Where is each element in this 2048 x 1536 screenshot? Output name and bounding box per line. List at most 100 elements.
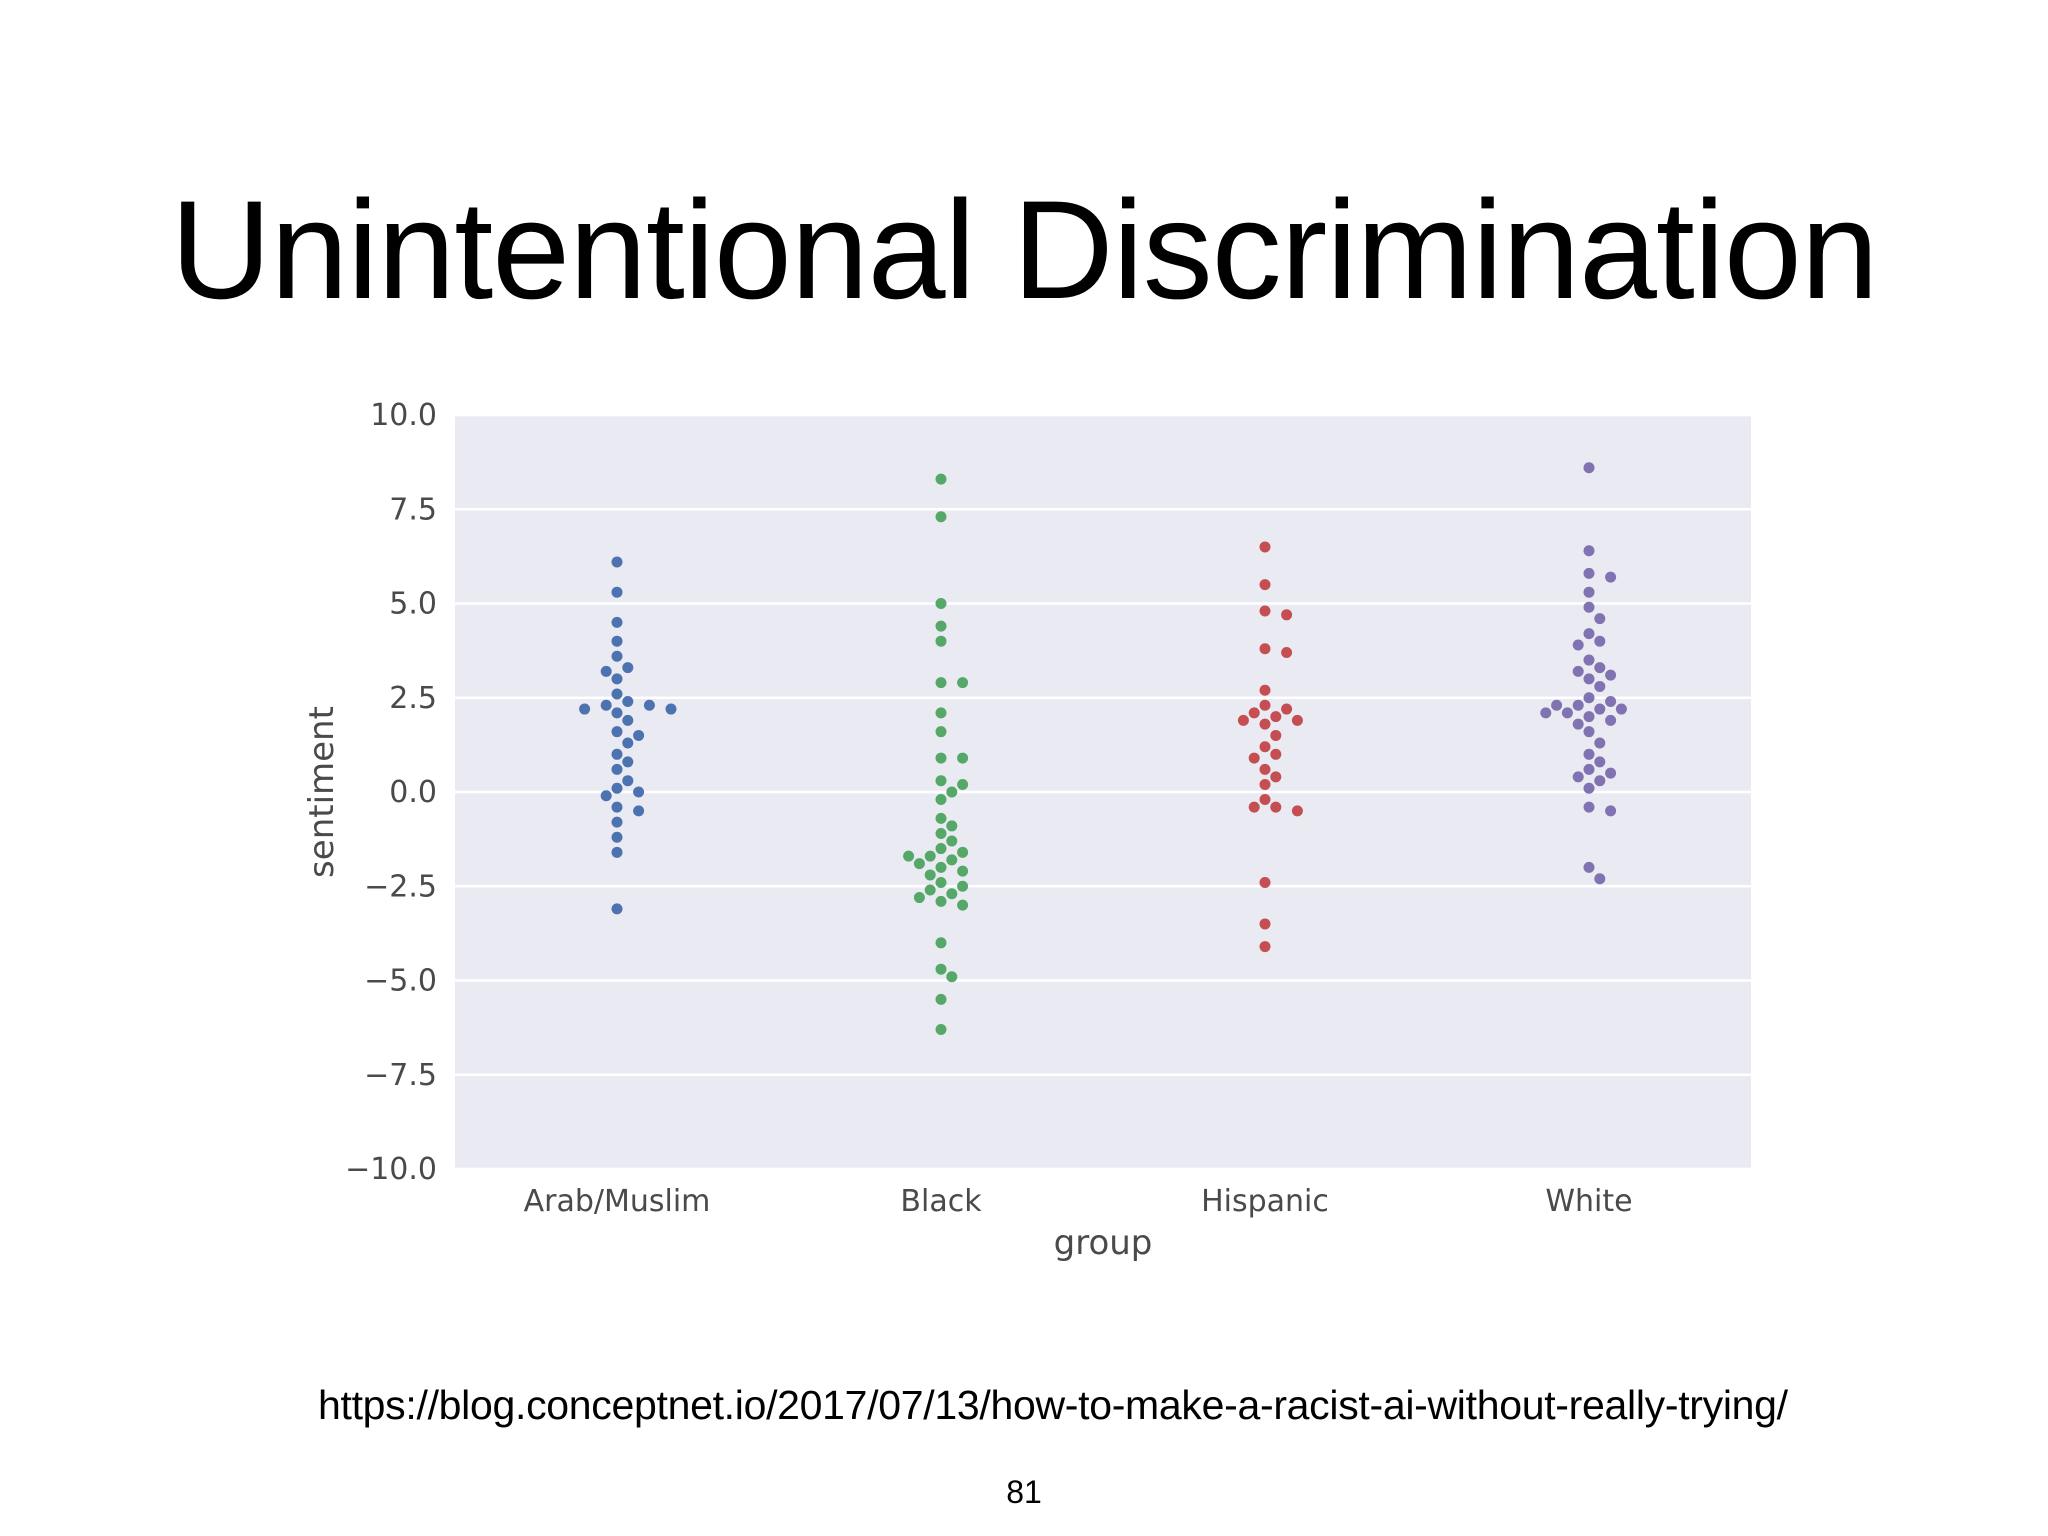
x-tick-label: Hispanic: [1201, 1184, 1329, 1219]
grid-lines: [455, 413, 1751, 1171]
data-point-white: [1572, 665, 1584, 677]
data-point-white: [1572, 718, 1584, 730]
data-point-arab-muslim: [622, 662, 634, 674]
data-point-white: [1605, 669, 1617, 681]
data-point-hispanic: [1248, 752, 1260, 764]
data-point-black: [935, 876, 947, 888]
data-point-black: [935, 598, 947, 609]
data-point-black: [957, 899, 969, 911]
data-point-arab-muslim: [611, 816, 623, 828]
data-point-white: [1583, 801, 1595, 813]
data-point-black: [924, 869, 936, 881]
data-point-white: [1583, 726, 1595, 738]
data-point-arab-muslim: [622, 696, 634, 708]
data-point-white: [1594, 635, 1606, 647]
x-axis-label: group: [1054, 1223, 1153, 1263]
data-point-hispanic: [1270, 729, 1282, 741]
data-point-arab-muslim: [611, 556, 623, 568]
y-tick-label: −10.0: [345, 1152, 437, 1187]
y-tick-label: 7.5: [389, 492, 437, 527]
y-tick-label: −7.5: [364, 1058, 437, 1093]
data-point-black: [913, 892, 925, 904]
data-point-hispanic: [1259, 699, 1271, 711]
data-point-white: [1605, 767, 1617, 779]
data-point-white: [1583, 748, 1595, 760]
data-point-black: [935, 843, 947, 855]
data-point-black: [946, 971, 958, 983]
data-point-arab-muslim: [633, 729, 645, 741]
data-point-white: [1594, 756, 1606, 768]
data-point-white: [1561, 707, 1573, 719]
data-point-arab-muslim: [600, 790, 612, 802]
data-point-white: [1583, 567, 1595, 579]
data-point-white: [1583, 462, 1595, 474]
source-link[interactable]: https://blog.conceptnet.io/2017/07/13/ho…: [318, 1382, 1788, 1428]
data-point-black: [935, 677, 947, 689]
data-point-white: [1583, 628, 1595, 640]
data-point-white: [1540, 707, 1552, 719]
data-point-white: [1583, 861, 1595, 873]
data-point-black: [935, 635, 947, 647]
y-tick-label: 2.5: [389, 681, 437, 716]
data-point-black: [924, 884, 936, 896]
data-point-white: [1583, 601, 1595, 613]
data-point-white: [1605, 714, 1617, 726]
data-point-arab-muslim: [665, 703, 677, 715]
data-point-black: [903, 850, 915, 862]
data-point-arab-muslim: [611, 688, 623, 700]
data-point-hispanic: [1259, 876, 1271, 888]
data-point-black: [913, 858, 925, 870]
data-point-black: [935, 827, 947, 839]
data-point-black: [924, 850, 936, 862]
data-point-white: [1583, 586, 1595, 598]
data-point-black: [935, 1024, 947, 1036]
data-point-white: [1583, 545, 1595, 557]
data-point-arab-muslim: [600, 699, 612, 711]
data-point-arab-muslim: [611, 650, 623, 662]
data-point-arab-muslim: [611, 846, 623, 858]
y-tick-label: 5.0: [389, 587, 437, 622]
data-point-hispanic: [1259, 643, 1271, 655]
data-point-arab-muslim: [600, 665, 612, 677]
x-tick-label: Arab/Muslim: [524, 1184, 711, 1219]
data-point-hispanic: [1248, 707, 1260, 719]
y-tick-label: 0.0: [389, 775, 437, 810]
data-point-black: [935, 620, 947, 632]
data-point-arab-muslim: [611, 763, 623, 775]
data-points: [579, 462, 1627, 1036]
data-point-white: [1583, 692, 1595, 704]
data-point-black: [935, 726, 947, 738]
data-point-black: [935, 473, 947, 485]
data-point-arab-muslim: [611, 616, 623, 628]
data-point-hispanic: [1270, 801, 1282, 813]
y-tick-label: 10.0: [370, 398, 437, 433]
data-point-hispanic: [1281, 647, 1293, 659]
data-point-hispanic: [1259, 684, 1271, 696]
data-point-black: [935, 794, 947, 806]
data-point-black: [935, 937, 947, 949]
data-point-hispanic: [1270, 771, 1282, 783]
x-tick-label: Black: [900, 1184, 982, 1219]
data-point-white: [1594, 662, 1606, 674]
data-point-white: [1594, 737, 1606, 749]
data-point-white: [1583, 654, 1595, 666]
data-point-hispanic: [1281, 703, 1293, 715]
data-point-black: [957, 880, 969, 892]
data-point-hispanic: [1259, 718, 1271, 730]
y-axis-label: sentiment: [302, 706, 342, 878]
data-point-arab-muslim: [611, 801, 623, 813]
data-point-hispanic: [1248, 801, 1260, 813]
data-point-hispanic: [1259, 918, 1271, 930]
data-point-hispanic: [1291, 805, 1303, 817]
data-point-black: [946, 888, 958, 900]
data-point-black: [946, 854, 958, 866]
data-point-arab-muslim: [633, 786, 645, 798]
y-tick-label: −5.0: [364, 964, 437, 999]
data-point-black: [935, 752, 947, 764]
data-point-white: [1583, 711, 1595, 723]
data-point-black: [935, 775, 947, 787]
data-point-hispanic: [1259, 794, 1271, 806]
data-point-arab-muslim: [622, 756, 634, 768]
data-point-white: [1605, 571, 1617, 583]
data-point-arab-muslim: [611, 903, 623, 915]
